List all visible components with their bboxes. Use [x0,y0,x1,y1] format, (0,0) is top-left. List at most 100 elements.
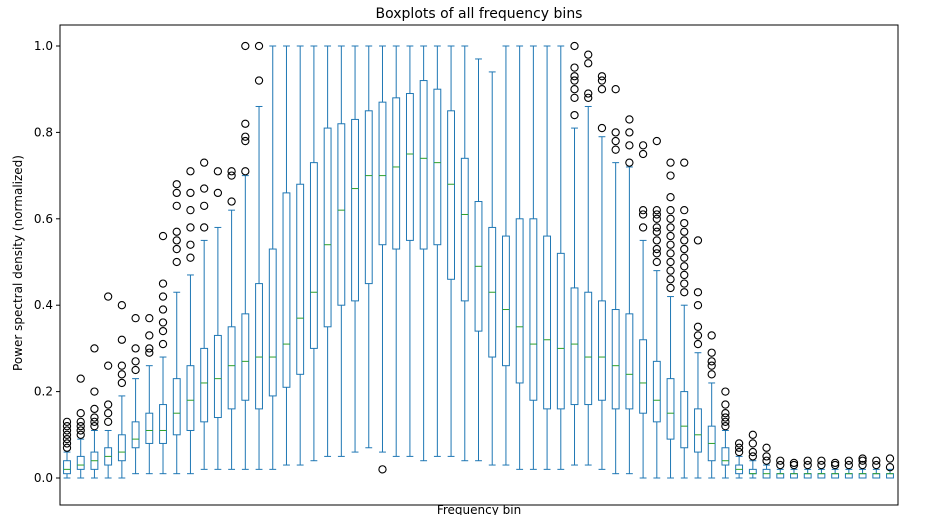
outlier-point [62,426,72,435]
box-18 [296,45,305,466]
outlier-point [145,331,154,340]
outlier-point [227,171,236,180]
outlier-point [62,417,72,426]
outlier-point [693,331,703,340]
box-32 [488,71,497,466]
outlier-point [186,240,195,249]
outlier-point [666,266,675,275]
box-28 [433,45,442,457]
outlier-point [666,206,675,215]
box-body [776,473,785,479]
box-body [543,235,552,410]
outlier-point [872,456,881,465]
outlier-point [652,206,661,215]
outlier-point [803,456,812,465]
box-13 [227,167,236,470]
outlier-point [693,301,703,310]
outlier-point [227,197,236,206]
box-body [159,404,167,444]
outlier-point [227,167,236,176]
box-8 [158,231,168,475]
box-31 [474,58,483,462]
box-body [639,339,648,414]
outlier-point [200,184,209,193]
outlier-point [734,443,744,452]
box-body [515,218,524,384]
outlier-point [611,85,620,94]
outlier-point [830,460,840,470]
outlier-point [76,426,85,435]
box-19 [309,45,318,462]
outlier-point [62,430,72,439]
box-body [186,365,195,431]
outlier-point [570,63,579,72]
outlier-point [830,458,840,468]
box-body [282,192,291,388]
outlier-point [186,167,195,176]
outlier-point [131,365,140,375]
outlier-point [666,249,675,258]
box-body [886,473,894,479]
outlier-point [241,119,250,128]
box-body [227,326,236,410]
outlier-point [186,206,195,215]
outlier-point [241,167,250,176]
outlier-point [652,249,661,258]
outlier-point [584,93,593,102]
outlier-point [789,460,799,470]
outlier-point [734,439,744,448]
outlier-point [158,292,168,301]
plot-area: 0.0 0.2 0.4 0.6 0.8 1.0 [34,39,895,485]
outlier-point [680,288,689,297]
outlier-point [570,110,579,120]
outlier-point [241,41,250,51]
outlier-point [76,374,85,383]
outlier-point [172,244,181,254]
box-body [652,360,661,423]
outlier-point [584,50,593,59]
box-20 [323,45,332,457]
box-17 [282,45,291,466]
y-tick-label: 1.0 [34,39,53,53]
outlier-point [145,344,154,353]
outlier-point [90,387,99,396]
box-body [831,473,840,479]
outlier-point [885,454,895,463]
outlier-point [213,188,223,198]
outlier-point [638,141,648,150]
box-50 [734,439,744,479]
box-body [117,434,126,462]
outlier-point [117,370,127,379]
outlier-point [762,443,771,452]
box-12 [213,167,223,470]
outlier-point [858,460,867,470]
outlier-point [680,253,689,262]
outlier-point [734,447,744,457]
outlier-point [721,422,730,431]
outlier-point [76,417,85,426]
outlier-point [666,240,675,249]
box-body [570,287,579,406]
outlier-point [680,244,689,254]
box-body [694,408,702,453]
box-body [63,460,71,475]
outlier-point [145,348,154,357]
outlier-point [158,279,168,288]
box-58 [844,456,853,479]
outlier-point [762,452,771,461]
box-15 [254,41,264,470]
outlier-point [570,93,579,102]
outlier-point [680,158,689,167]
box-body [392,97,401,250]
outlier-point [652,227,661,236]
outlier-point [721,400,730,409]
outlier-point [570,41,579,51]
outlier-point [652,244,661,254]
outlier-point [680,262,689,271]
box-body [433,88,442,246]
box-body [844,473,853,479]
box-33 [502,45,510,466]
outlier-point [844,460,853,470]
outlier-point [104,292,113,301]
